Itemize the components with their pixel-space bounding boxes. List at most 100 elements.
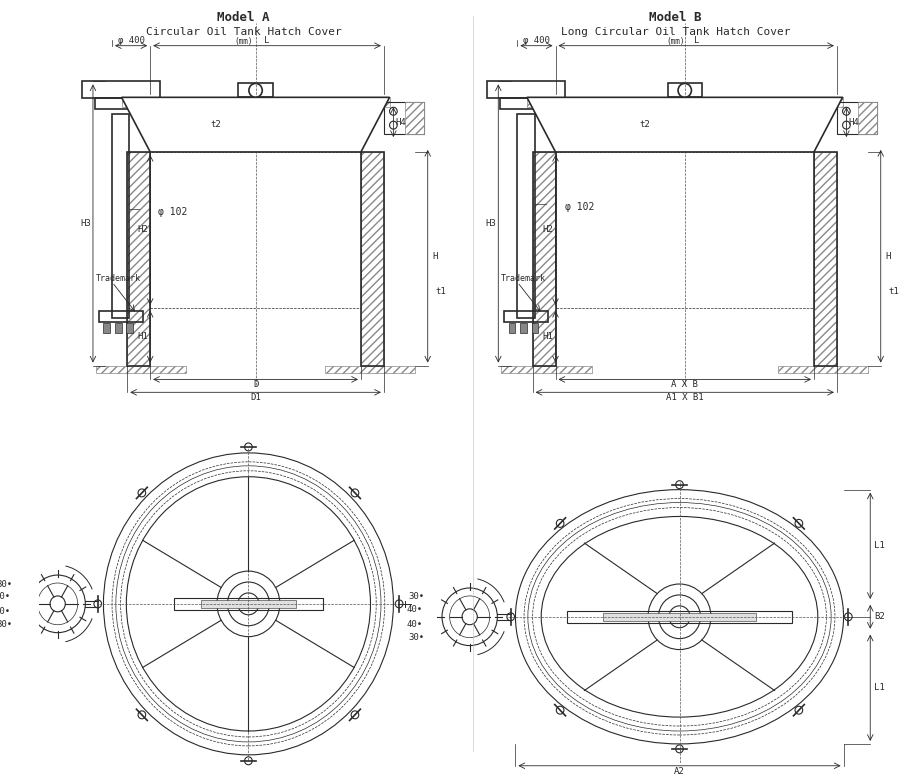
Text: L1: L1 [875, 542, 886, 550]
Text: Trademark: Trademark [95, 274, 140, 282]
Circle shape [844, 613, 852, 621]
Text: H: H [433, 251, 438, 261]
Bar [500, 99, 552, 109]
Circle shape [795, 706, 803, 714]
Text: 40•: 40• [407, 620, 423, 629]
Bar [520, 323, 526, 333]
Bar [383, 102, 424, 134]
Text: φ 400: φ 400 [523, 36, 550, 45]
Bar [501, 365, 592, 373]
Text: φ 102: φ 102 [565, 202, 594, 212]
Bar [822, 97, 842, 107]
Text: Circular Oil Tank Hatch Cover: Circular Oil Tank Hatch Cover [146, 27, 341, 36]
Bar [508, 323, 516, 333]
Bar [837, 102, 877, 134]
Bar [122, 97, 142, 107]
Text: L: L [694, 36, 699, 45]
Text: (mm): (mm) [666, 37, 685, 47]
Bar [814, 152, 837, 365]
Bar [104, 323, 110, 333]
Circle shape [138, 489, 146, 497]
Bar [127, 152, 150, 365]
Circle shape [351, 489, 359, 497]
Bar [361, 152, 383, 365]
Bar [533, 152, 555, 365]
Text: A2: A2 [674, 767, 685, 776]
Circle shape [351, 711, 359, 719]
Text: H2: H2 [137, 225, 148, 234]
Bar [858, 102, 877, 134]
Text: φ 102: φ 102 [158, 206, 187, 217]
Bar [361, 152, 383, 365]
Bar [150, 152, 361, 308]
Text: 30•: 30• [0, 580, 13, 588]
Text: Model B: Model B [650, 12, 702, 24]
Text: 40•: 40• [407, 605, 423, 615]
Circle shape [556, 706, 564, 714]
Circle shape [676, 118, 693, 136]
Text: H4: H4 [396, 118, 407, 126]
Bar [526, 97, 548, 107]
Bar [533, 152, 555, 365]
Bar [603, 613, 756, 621]
Text: L: L [265, 36, 270, 45]
Text: 30•: 30• [409, 592, 425, 601]
Circle shape [795, 519, 803, 528]
Text: H2: H2 [543, 225, 553, 234]
Text: 30•: 30• [0, 620, 13, 629]
Circle shape [678, 84, 691, 97]
Polygon shape [526, 97, 842, 152]
Text: D1: D1 [250, 393, 261, 402]
Text: H3: H3 [80, 219, 91, 228]
Bar [405, 102, 424, 134]
Circle shape [507, 613, 515, 621]
Text: 30•: 30• [409, 633, 425, 643]
Bar [532, 323, 538, 333]
Text: H1: H1 [543, 332, 553, 341]
Bar [567, 611, 792, 623]
Text: H: H [886, 251, 891, 261]
Text: B2: B2 [875, 612, 886, 622]
Text: H3: H3 [485, 219, 496, 228]
Bar [99, 311, 142, 322]
Bar [94, 99, 147, 109]
Bar [369, 97, 390, 107]
Circle shape [138, 711, 146, 719]
Circle shape [249, 84, 262, 97]
Text: Long Circular Oil Tank Hatch Cover: Long Circular Oil Tank Hatch Cover [561, 27, 790, 36]
Circle shape [247, 118, 265, 136]
Bar [127, 152, 150, 365]
Bar [238, 84, 273, 97]
Bar [126, 323, 133, 333]
Bar [555, 152, 814, 308]
Bar [112, 114, 130, 318]
Bar [115, 323, 122, 333]
Bar [82, 81, 159, 99]
Circle shape [245, 757, 252, 765]
Text: H1: H1 [137, 332, 148, 341]
Text: Model A: Model A [218, 12, 270, 24]
Circle shape [395, 600, 403, 608]
Circle shape [245, 443, 252, 451]
Bar [778, 365, 868, 373]
Bar [518, 114, 535, 318]
Text: φ 400: φ 400 [118, 36, 145, 45]
Circle shape [556, 519, 564, 528]
Bar [487, 81, 565, 99]
Bar [668, 84, 702, 97]
Text: Trademark: Trademark [501, 274, 546, 282]
Text: H4: H4 [849, 118, 859, 126]
Bar [174, 598, 323, 610]
Polygon shape [122, 97, 390, 152]
Text: t2: t2 [639, 120, 650, 129]
Circle shape [94, 600, 102, 608]
Bar [95, 365, 186, 373]
Text: A1 X B1: A1 X B1 [666, 393, 704, 402]
Text: t1: t1 [436, 286, 446, 296]
Bar [325, 365, 415, 373]
Text: L1: L1 [875, 684, 886, 692]
Text: t2: t2 [210, 120, 220, 129]
Text: A X B: A X B [671, 380, 698, 389]
Text: (mm): (mm) [234, 37, 253, 47]
Text: t1: t1 [888, 286, 899, 296]
